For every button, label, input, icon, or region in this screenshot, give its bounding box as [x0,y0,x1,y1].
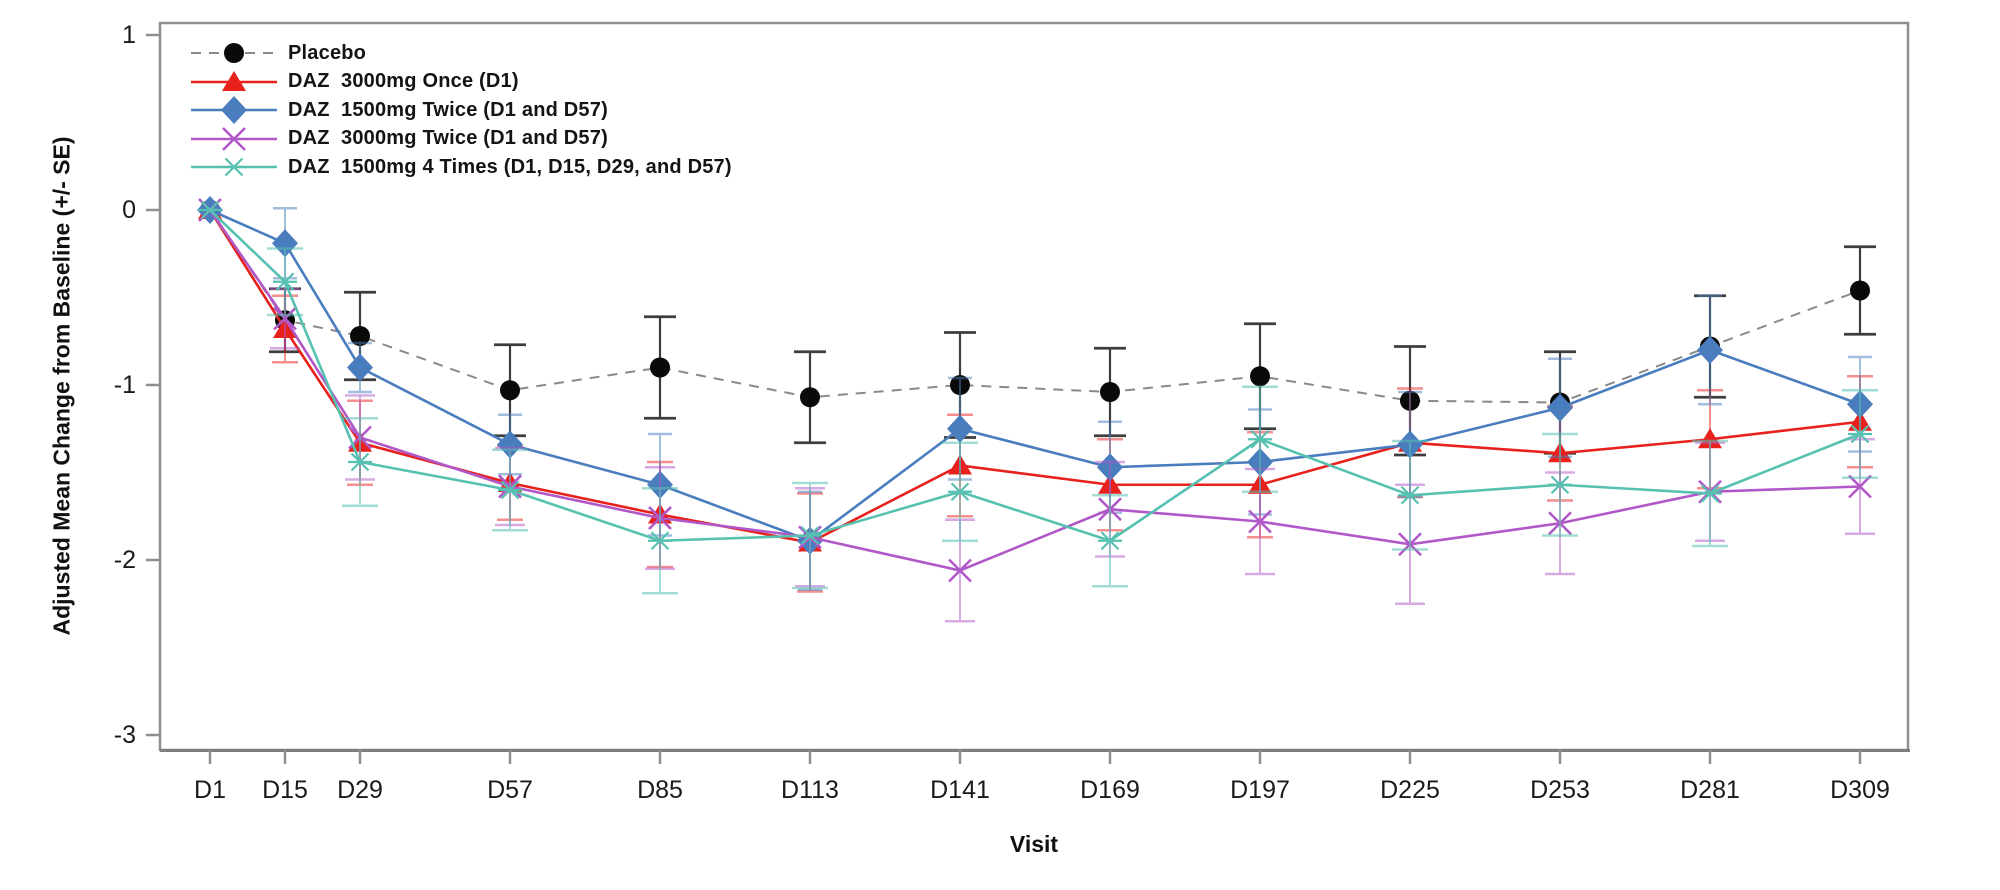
legend-sample-daz-3000mg-once [191,70,277,91]
circle-legend-marker [224,43,244,64]
x-marker-D141 [948,558,972,583]
legend-item-daz-1500mg-4-times: DAZ 1500mg 4 Times (D1, D15, D29, and D57… [187,153,732,182]
diamond-marker-D253 [1547,393,1573,422]
asterisk-marker-D141 [948,482,972,502]
x-axis-title: Visit [1009,831,1059,857]
y-axis: 1 0 -1 -2 -3 [114,21,160,749]
diamond-marker-D29 [347,353,373,382]
asterisk-marker-D309 [1848,424,1872,444]
x-tick-label-D1: D1 [194,776,226,804]
series-line [208,209,1861,544]
x-tick-label-D29: D29 [337,776,383,804]
y-tick-label: -3 [114,721,136,749]
legend-item-daz-3000mg-once: DAZ 3000mg Once (D1) [187,68,732,97]
x-tick-label-D253: D253 [1530,776,1590,804]
legend-label: DAZ 3000mg Once (D1) [288,70,519,93]
legend-label: DAZ 3000mg Twice (D1 and D57) [288,127,608,150]
diamond-legend-marker [221,96,247,125]
legend-sample-daz-1500mg-4-times [191,157,277,177]
circle-marker-D85 [650,357,670,378]
triangle-legend-marker [222,70,246,91]
legend-label: DAZ 1500mg 4 Times (D1, D15, D29, and D57… [288,155,732,178]
legend-sample-daz-3000mg-twice [191,126,277,151]
series-line [209,209,1861,543]
legend-label: Placebo [288,41,367,64]
series-placebo [200,200,1876,457]
legend-sample-placebo [191,43,277,64]
circle-marker-D309 [1850,280,1870,301]
x-tick-label-D281: D281 [1680,776,1740,804]
legend-item-placebo: Placebo [187,39,732,68]
x-tick-label-D197: D197 [1230,776,1290,804]
series-daz-1500mg-twice-d1-and-d57 [197,196,1873,591]
circle-marker-D113 [800,387,820,408]
x-tick-label-D57: D57 [487,776,533,804]
x-marker-D309 [1848,474,1872,499]
x-tick-label-D225: D225 [1380,776,1440,804]
diamond-marker-D57 [497,430,523,459]
x-tick-label-D309: D309 [1830,776,1890,804]
y-tick-label: 0 [122,196,136,224]
asterisk-marker-D253 [1548,475,1572,495]
diamond-marker-D15 [272,229,298,258]
x-tick-label-D169: D169 [1080,776,1140,804]
series-daz-3000mg-once-d1 [198,199,1873,593]
series-daz-3000mg-twice-d1-and-d57 [198,198,1875,623]
x-tick-label-D15: D15 [262,776,308,804]
circle-marker-D57 [500,380,520,401]
series-line [209,209,1861,404]
series-daz-1500mg-4-times-d1-d15-d29-and-d57 [198,200,1878,595]
legend-item-daz-3000mg-twice: DAZ 3000mg Twice (D1 and D57) [187,125,732,154]
asterisk-marker-D113 [798,526,822,545]
y-tick-label: -2 [114,546,136,574]
legend-sample-daz-1500mg-twice [191,96,277,125]
x-legend-marker [222,126,246,151]
asterisk-marker-D85 [648,531,672,551]
series-line [209,208,1861,543]
asterisk-marker-D15 [273,272,297,292]
asterisk-marker-D57 [498,480,522,500]
x-marker-D197 [1248,509,1272,534]
asterisk-marker-D1 [198,200,222,220]
error-bars [267,247,1878,595]
asterisk-marker-D225 [1398,485,1422,505]
legend-item-daz-1500mg-twice: DAZ 1500mg Twice (D1 and D57) [187,96,732,125]
x-marker-D15 [273,306,297,331]
legend: Placebo DAZ 3000mg Once (D1) DAZ 1500mg Tw… [187,39,732,182]
circle-marker-D29 [350,326,370,346]
x-tick-label-D141: D141 [930,776,990,804]
x-axis: D1 D15 D29 D57 D85 D113 D141 D169 D197 D225 D253 D2… [194,750,1890,804]
y-tick-label: -1 [114,371,136,399]
circle-marker-D197 [1250,366,1270,387]
asterisk-marker-D29 [348,452,372,472]
x-tick-label-D113: D113 [781,776,839,804]
x-tick-label-D85: D85 [637,776,683,804]
diamond-marker-D141 [947,414,973,443]
legend-label: DAZ 1500mg Twice (D1 and D57) [288,98,608,121]
asterisk-marker-D281 [1698,484,1722,503]
asterisk-marker-D169 [1098,531,1122,551]
y-axis-title: Adjusted Mean Change from Baseline (+/- … [48,136,75,636]
diamond-marker-D281 [1697,336,1723,364]
asterisk-legend-marker [222,157,246,177]
circle-marker-D169 [1100,382,1120,402]
asterisk-marker-D197 [1248,429,1272,449]
y-tick-label: 1 [122,21,136,49]
